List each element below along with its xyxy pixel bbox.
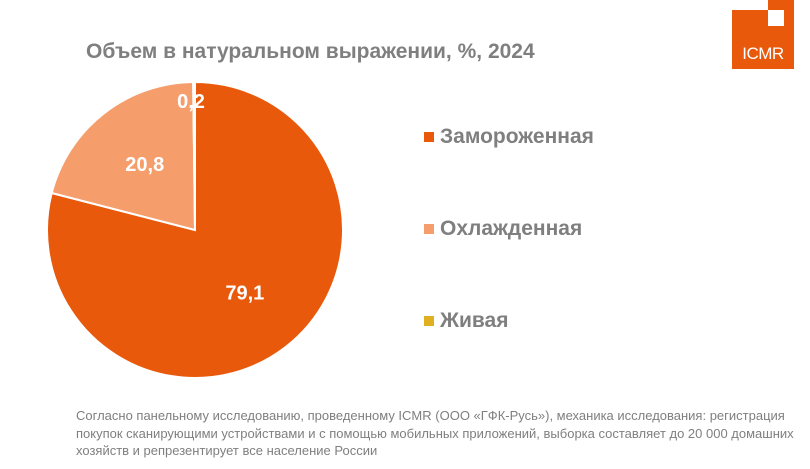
- legend-item-3: Живая: [424, 309, 508, 333]
- slice-label-3: 0,2: [177, 91, 205, 113]
- legend-swatch: [424, 132, 434, 142]
- legend-label: Живая: [440, 309, 509, 332]
- icmr-logo: ICMR: [732, 0, 794, 69]
- legend-label: Замороженная: [440, 125, 594, 148]
- footnote: Согласно панельному исследованию, провед…: [76, 408, 794, 458]
- legend-label: Охлажденная: [440, 217, 583, 240]
- legend-swatch: [424, 224, 434, 234]
- pie-slice-2: [50, 80, 197, 232]
- logo-mark: [732, 0, 794, 69]
- legend-swatch: [424, 316, 434, 326]
- slice-label-2: 20,8: [125, 154, 164, 176]
- pie-chart: 79,1 20,8 0,2: [46, 80, 344, 379]
- legend-item-2: Охлажденная: [424, 217, 582, 241]
- legend-item-1: Замороженная: [424, 125, 594, 149]
- slice-label-1: 79,1: [225, 283, 264, 305]
- chart-title: Объем в натуральном выражении, %, 2024: [86, 40, 535, 63]
- logo-text: ICMR: [742, 44, 784, 63]
- pie-slice-3: [192, 80, 196, 231]
